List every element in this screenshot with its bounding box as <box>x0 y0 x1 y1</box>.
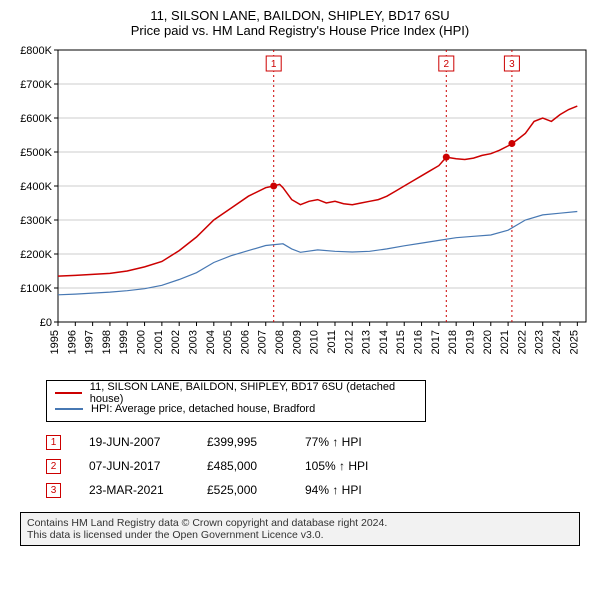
transaction-price: £525,000 <box>207 483 277 497</box>
svg-text:2003: 2003 <box>187 330 199 354</box>
transaction-hpi-delta: 94% ↑ HPI <box>305 483 395 497</box>
svg-text:£500K: £500K <box>20 147 52 159</box>
svg-text:2022: 2022 <box>516 330 528 354</box>
legend: 11, SILSON LANE, BAILDON, SHIPLEY, BD17 … <box>46 380 426 422</box>
transaction-row: 3 23-MAR-2021 £525,000 94% ↑ HPI <box>46 478 590 502</box>
footer-line-1: Contains HM Land Registry data © Crown c… <box>27 517 573 529</box>
svg-text:1999: 1999 <box>118 330 130 354</box>
svg-text:2016: 2016 <box>413 330 425 354</box>
svg-text:2004: 2004 <box>205 330 217 354</box>
svg-text:2023: 2023 <box>534 330 546 354</box>
svg-text:£0: £0 <box>40 317 52 329</box>
chart-plot-area: £0 £100K £200K £300K £400K £500K £600K £700K £80… <box>10 44 590 374</box>
svg-text:£200K: £200K <box>20 249 52 261</box>
svg-text:2002: 2002 <box>170 330 182 354</box>
transaction-date: 19-JUN-2007 <box>89 435 179 449</box>
svg-text:£700K: £700K <box>20 79 52 91</box>
attribution-footer: Contains HM Land Registry data © Crown c… <box>20 512 580 546</box>
svg-text:1997: 1997 <box>84 330 96 354</box>
svg-text:£600K: £600K <box>20 113 52 125</box>
transaction-hpi-delta: 77% ↑ HPI <box>305 435 395 449</box>
svg-text:2007: 2007 <box>257 330 269 354</box>
svg-text:2012: 2012 <box>343 330 355 354</box>
svg-text:£800K: £800K <box>20 45 52 57</box>
svg-text:2006: 2006 <box>239 330 251 354</box>
svg-text:2008: 2008 <box>274 330 286 354</box>
svg-text:2017: 2017 <box>430 330 442 354</box>
svg-text:2011: 2011 <box>326 330 338 354</box>
transaction-hpi-delta: 105% ↑ HPI <box>305 459 395 473</box>
svg-text:3: 3 <box>509 59 515 70</box>
svg-text:2020: 2020 <box>482 330 494 354</box>
svg-text:£300K: £300K <box>20 215 52 227</box>
svg-text:1: 1 <box>271 59 277 70</box>
svg-text:1998: 1998 <box>101 330 113 354</box>
transactions-table: 1 19-JUN-2007 £399,995 77% ↑ HPI 2 07-JUN-201… <box>46 430 590 502</box>
svg-text:2014: 2014 <box>378 330 390 354</box>
transaction-date: 23-MAR-2021 <box>89 483 179 497</box>
svg-text:2005: 2005 <box>222 330 234 354</box>
chart-svg: £0 £100K £200K £300K £400K £500K £600K £700K £80… <box>10 44 590 374</box>
transaction-price: £399,995 <box>207 435 277 449</box>
svg-text:2: 2 <box>444 59 450 70</box>
transaction-row: 2 07-JUN-2017 £485,000 105% ↑ HPI <box>46 454 590 478</box>
svg-text:£400K: £400K <box>20 181 52 193</box>
legend-label: HPI: Average price, detached house, Brad… <box>91 403 315 415</box>
svg-text:1996: 1996 <box>66 330 78 354</box>
svg-text:2015: 2015 <box>395 330 407 354</box>
svg-text:2024: 2024 <box>551 330 563 354</box>
transaction-marker: 3 <box>46 483 61 498</box>
transaction-date: 07-JUN-2017 <box>89 459 179 473</box>
legend-label: 11, SILSON LANE, BAILDON, SHIPLEY, BD17 … <box>90 381 417 405</box>
legend-item: 11, SILSON LANE, BAILDON, SHIPLEY, BD17 … <box>55 385 417 401</box>
chart-title: 11, SILSON LANE, BAILDON, SHIPLEY, BD17 … <box>10 8 590 23</box>
legend-swatch <box>55 392 82 394</box>
footer-line-2: This data is licensed under the Open Gov… <box>27 529 573 541</box>
svg-text:2013: 2013 <box>361 330 373 354</box>
svg-text:2018: 2018 <box>447 330 459 354</box>
transaction-marker: 2 <box>46 459 61 474</box>
svg-text:£100K: £100K <box>20 283 52 295</box>
transaction-marker: 1 <box>46 435 61 450</box>
svg-text:2001: 2001 <box>153 330 165 354</box>
svg-text:2019: 2019 <box>464 330 476 354</box>
svg-text:2000: 2000 <box>136 330 148 354</box>
transaction-price: £485,000 <box>207 459 277 473</box>
transaction-row: 1 19-JUN-2007 £399,995 77% ↑ HPI <box>46 430 590 454</box>
chart-container: 11, SILSON LANE, BAILDON, SHIPLEY, BD17 … <box>0 0 600 556</box>
svg-text:2010: 2010 <box>309 330 321 354</box>
svg-text:1995: 1995 <box>49 330 61 354</box>
svg-text:2009: 2009 <box>291 330 303 354</box>
legend-swatch <box>55 408 83 410</box>
svg-text:2021: 2021 <box>499 330 511 354</box>
chart-subtitle: Price paid vs. HM Land Registry's House … <box>10 23 590 38</box>
svg-text:2025: 2025 <box>568 330 580 354</box>
